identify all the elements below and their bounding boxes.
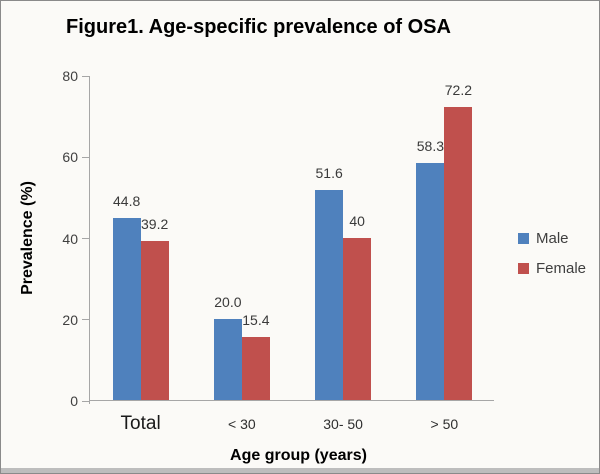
bar-female-50 [444,106,473,400]
chart-title: Figure1. Age-specific prevalence of OSA [66,16,451,38]
x-axis-title: Age group (years) [230,447,367,464]
y-tick-label-20: 20 [62,311,78,328]
y-tick-label-80: 80 [62,68,78,84]
bar-female-30 [241,337,270,400]
bar-label-female-3050: 40 [349,212,365,229]
bar-label-male-30: 20.0 [214,293,242,310]
legend-item-male: Male [518,230,586,247]
bar-female-3050 [343,237,372,400]
legend: Male Female [518,230,586,290]
female-legend-swatch [518,263,529,274]
x-label-1: < 30 [228,416,256,432]
bar-male-3050 [315,190,344,400]
y-tick-mark [82,75,89,77]
x-axis-tick [89,400,90,404]
y-tick-mark [82,238,89,239]
female-legend-label: Female [536,260,587,277]
bar-male-30 [213,318,242,400]
bar-label-male-50: 58.3 [416,138,444,155]
male-legend-label: Male [536,230,569,247]
bar-male-total [112,218,141,400]
x-label-0: Total [120,413,161,434]
x-label-2: 30- 50 [323,416,363,432]
x-label-3: > 50 [430,416,459,432]
bar-label-male-total: 44.8 [113,193,141,209]
y-tick-mark [82,156,89,158]
y-tick-label-60: 60 [62,149,78,166]
male-legend-swatch [518,233,529,244]
bar-label-female-total: 39.2 [141,215,169,232]
legend-item-female: Female [518,260,586,277]
y-tick-mark [82,319,89,321]
y-tick-mark [82,400,89,402]
bar-label-female-30: 15.4 [242,312,270,329]
bar-label-female-50: 72.2 [444,81,472,98]
bar-label-male-3050: 51.6 [315,165,343,182]
bar-female-total [140,240,169,400]
y-tick-label-40: 40 [62,230,78,247]
plot-area: 0 20 40 60 80 44.8 39.2 Total 20.0 15.4 < 30 51.6 40… [62,68,494,434]
frame-bottom-strip [1,468,599,473]
y-tick-label-0: 0 [70,393,78,409]
y-axis-title: Prevalence (%) [19,181,36,295]
bar-male-50 [416,163,445,400]
